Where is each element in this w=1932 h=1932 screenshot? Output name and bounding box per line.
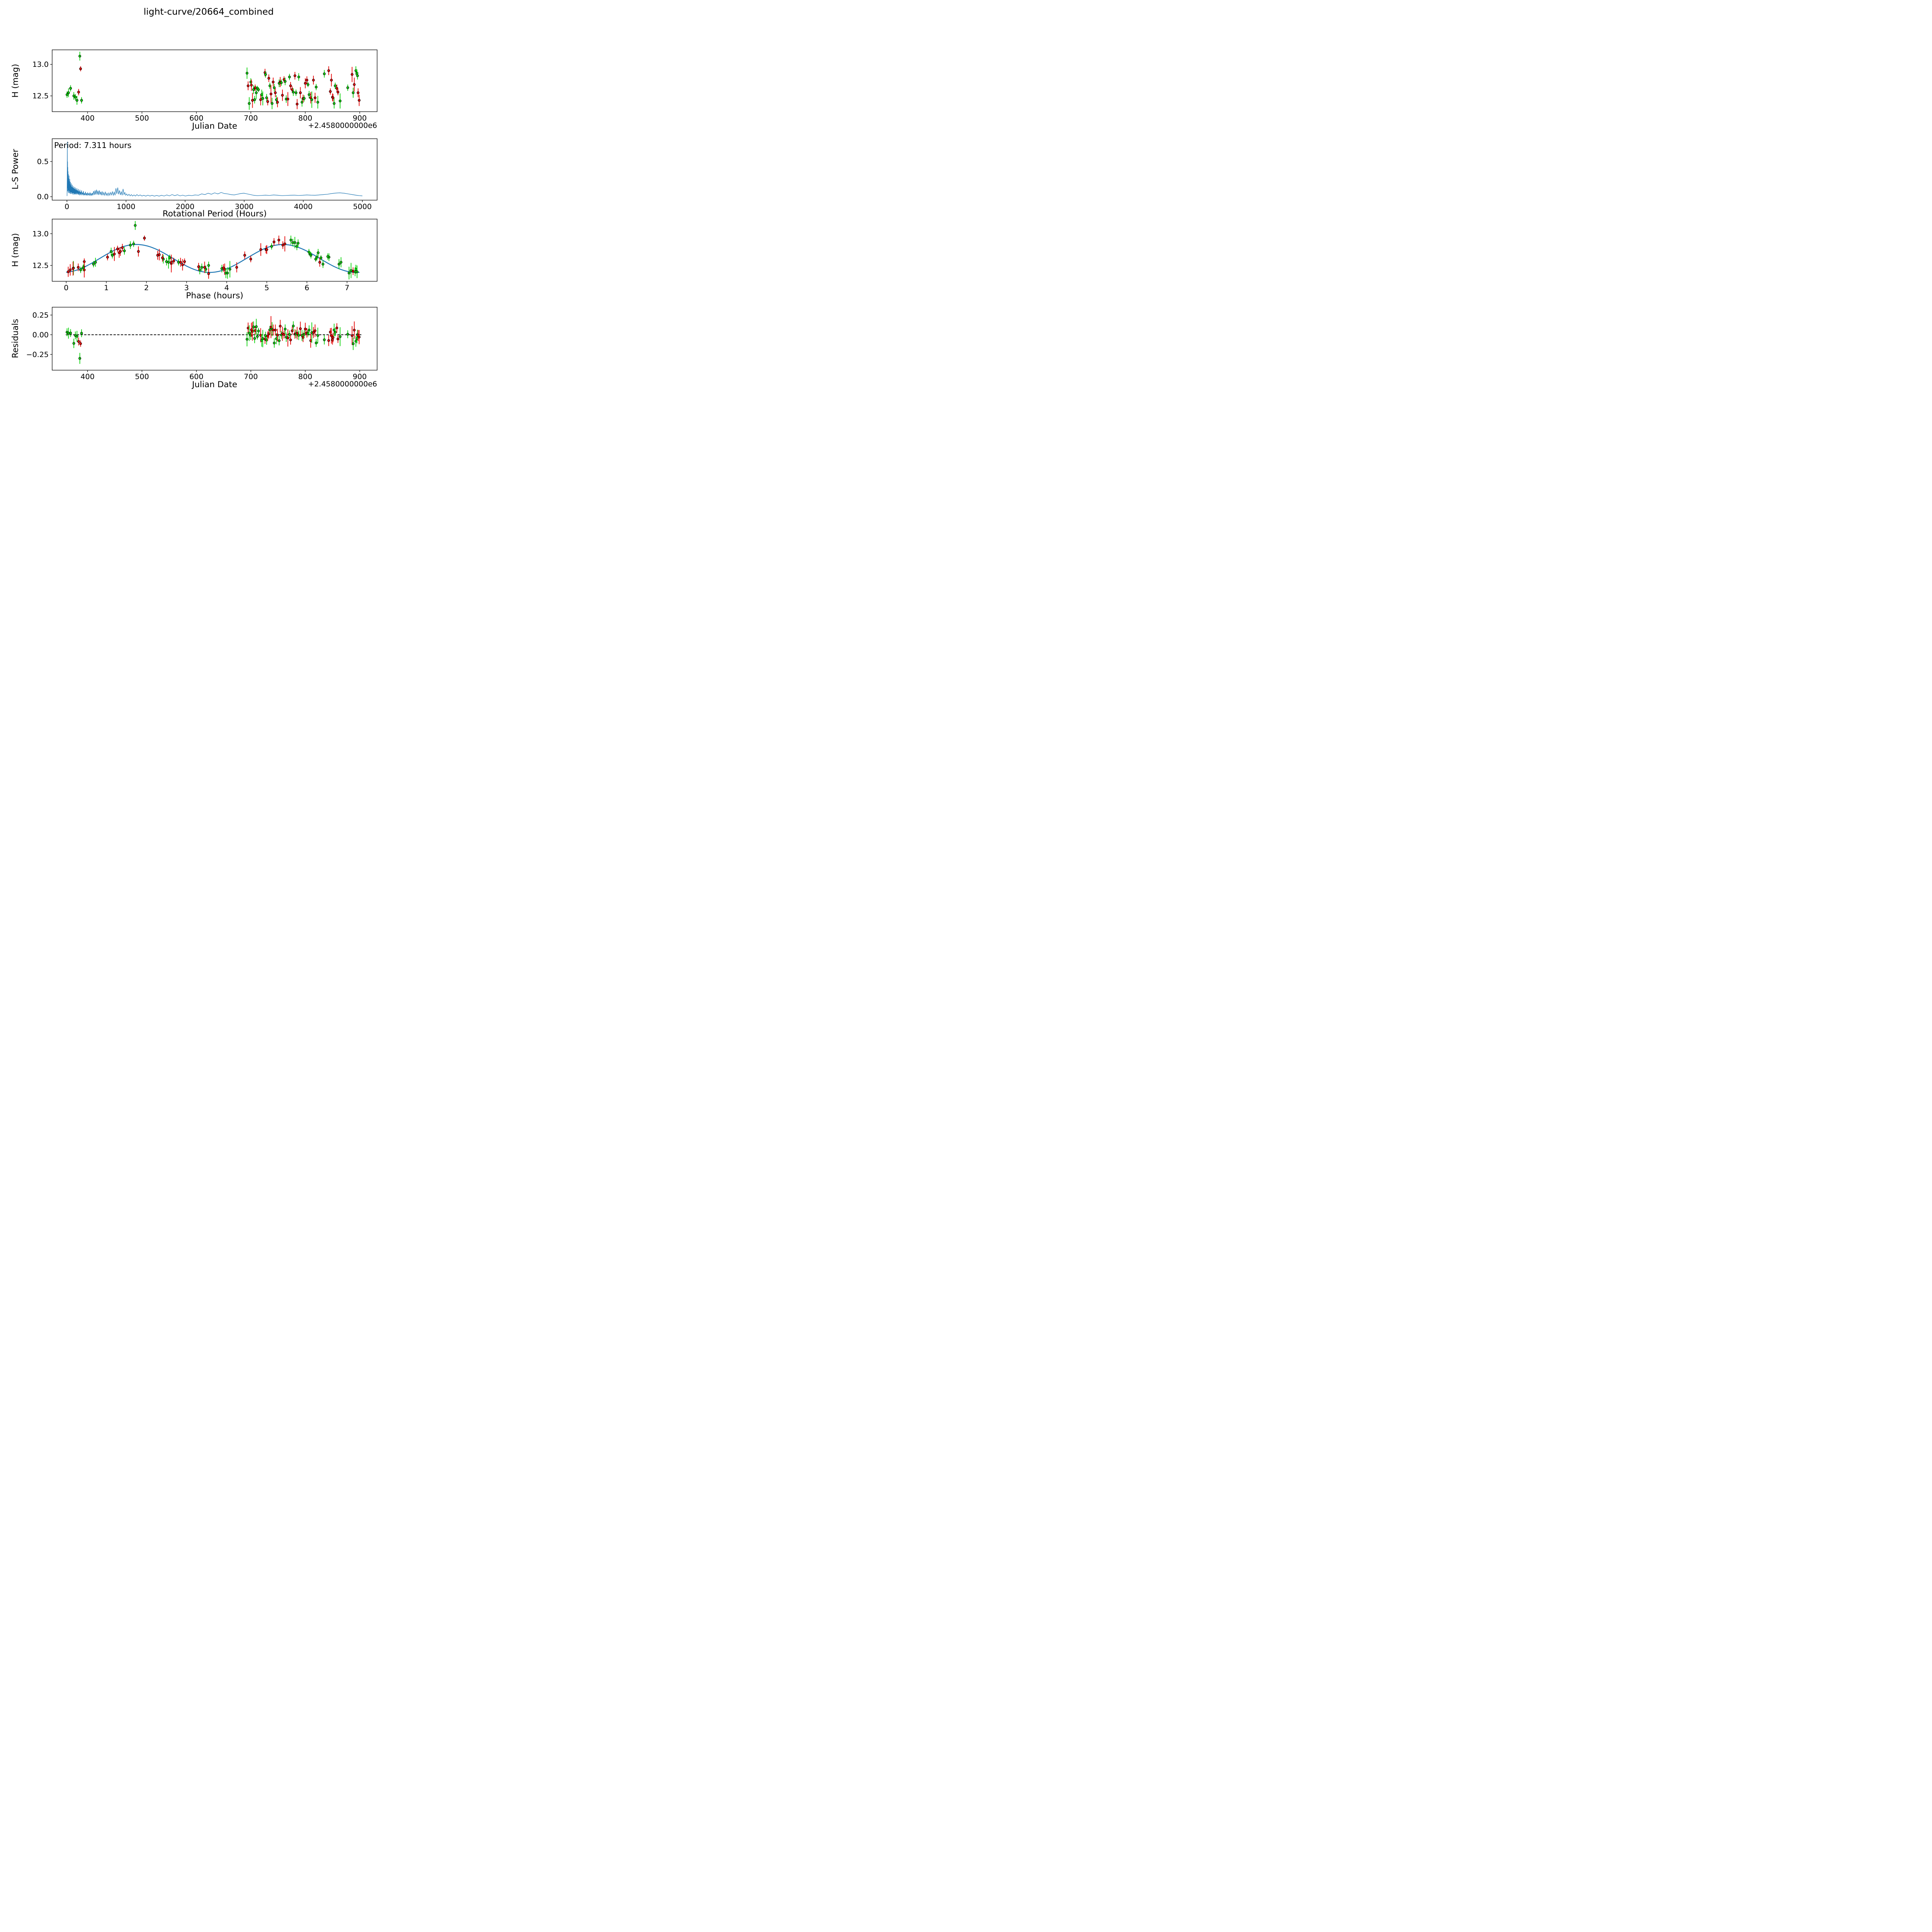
- svg-text:3000: 3000: [235, 202, 253, 211]
- svg-text:0.5: 0.5: [37, 158, 49, 166]
- svg-text:12.5: 12.5: [32, 261, 49, 270]
- periodogram-xlabel: Rotational Period (Hours): [162, 209, 267, 219]
- svg-text:0: 0: [65, 202, 69, 211]
- svg-text:500: 500: [135, 372, 149, 381]
- svg-text:700: 700: [244, 114, 258, 122]
- svg-text:12.5: 12.5: [32, 92, 49, 100]
- svg-text:900: 900: [353, 372, 367, 381]
- svg-text:0.25: 0.25: [32, 311, 49, 320]
- jd-panel-offset-text: +2.4580000000e6: [308, 121, 377, 130]
- periodogram-panel: 0 1000 2000 3000 4000 5000 0.0 0.5: [37, 138, 378, 211]
- svg-text:5: 5: [264, 284, 269, 292]
- figure-page: 400 500 600 700 800 900 12.5 13.0 0 1000 2000 3000 4…: [0, 0, 417, 417]
- svg-text:7: 7: [345, 284, 349, 292]
- svg-text:2: 2: [144, 284, 149, 292]
- svg-text:700: 700: [244, 372, 258, 381]
- svg-text:13.0: 13.0: [32, 60, 49, 69]
- svg-text:13.0: 13.0: [32, 230, 49, 238]
- phase-panel-ylabel: H (mag): [10, 233, 20, 267]
- svg-text:5000: 5000: [353, 202, 372, 211]
- jd-panel-ylabel: H (mag): [10, 64, 20, 98]
- svg-text:4: 4: [224, 284, 229, 292]
- svg-text:2000: 2000: [176, 202, 194, 211]
- residuals-panel-offset-text: +2.4580000000e6: [308, 380, 377, 388]
- period-annotation: Period: 7.311 hours: [54, 141, 132, 150]
- svg-text:0: 0: [64, 284, 68, 292]
- light-curve-figure: 400 500 600 700 800 900 12.5 13.0 0 1000 2000 3000 4…: [26, 49, 378, 381]
- svg-text:0.00: 0.00: [32, 331, 49, 339]
- svg-text:3: 3: [184, 284, 189, 292]
- svg-text:400: 400: [80, 372, 94, 381]
- svg-text:900: 900: [353, 114, 367, 122]
- svg-text:600: 600: [189, 114, 203, 122]
- residuals-panel: 400 500 600 700 800 900 −0.25 0.00 0.25: [26, 307, 378, 381]
- svg-text:800: 800: [298, 372, 312, 381]
- jd-panel-xlabel: Julian Date: [192, 121, 237, 131]
- svg-text:500: 500: [135, 114, 149, 122]
- jd-lightcurve-panel: 400 500 600 700 800 900 12.5 13.0: [32, 49, 378, 122]
- residuals-panel-ylabel: Residuals: [10, 319, 20, 358]
- phase-lightcurve-panel: 0 1 2 3 4 5 6 7 12.5 13.0: [32, 219, 378, 292]
- svg-text:400: 400: [80, 114, 94, 122]
- svg-text:4000: 4000: [294, 202, 313, 211]
- svg-text:600: 600: [189, 372, 203, 381]
- svg-text:1000: 1000: [117, 202, 135, 211]
- phase-panel-xlabel: Phase (hours): [186, 291, 243, 301]
- svg-text:−0.25: −0.25: [26, 350, 49, 359]
- svg-text:6: 6: [304, 284, 309, 292]
- periodogram-ylabel: L-S Power: [10, 149, 20, 190]
- svg-text:800: 800: [298, 114, 312, 122]
- figure-title: light-curve/20664_combined: [143, 6, 274, 17]
- svg-text:1: 1: [104, 284, 109, 292]
- svg-text:0.0: 0.0: [37, 193, 49, 201]
- residuals-panel-xlabel: Julian Date: [192, 380, 237, 389]
